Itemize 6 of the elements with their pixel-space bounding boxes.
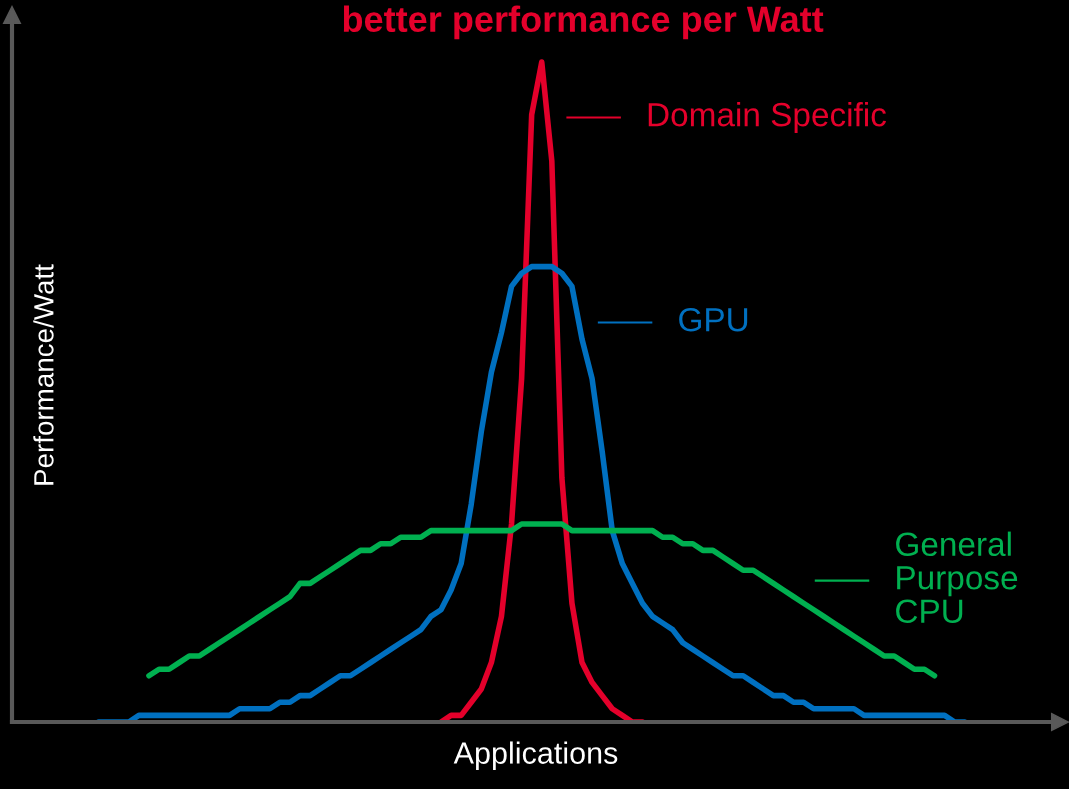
chart-title: better performance per Watt [343, 5, 824, 40]
x-axis-title: Applications [453, 741, 618, 770]
legend-label: Domain Specific [648, 101, 886, 134]
legend-label: General Purpose CPU [896, 531, 1018, 624]
legend-label: GPU [679, 307, 748, 332]
y-axis-title: Performance/Watt [33, 264, 54, 485]
